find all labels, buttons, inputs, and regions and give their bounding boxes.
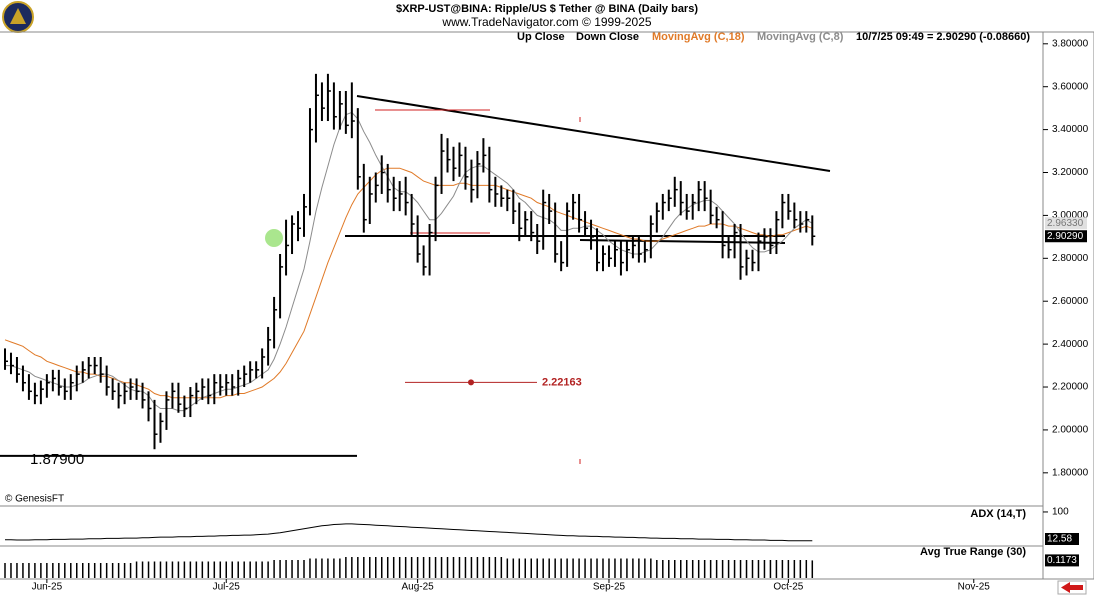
- adx-label: ADX (14,T): [970, 508, 1026, 520]
- indicator-last-label: 0.1173: [1047, 555, 1077, 566]
- close-last-label-box: [1045, 230, 1087, 243]
- indicator-last-box: [1045, 554, 1079, 567]
- annotation-dot: [468, 379, 474, 386]
- close-last-label: 2.90290: [1047, 231, 1084, 242]
- x-tick-label: Oct-25: [773, 582, 803, 593]
- indicator-line: [5, 523, 813, 542]
- logo: [2, 1, 34, 33]
- indicator-last-label: 12.58: [1047, 534, 1072, 545]
- x-tick-label: Jul-25: [213, 582, 241, 593]
- atr-label: Avg True Range (30): [920, 546, 1026, 558]
- y-tick-label: 3.20000: [1052, 167, 1089, 178]
- y-tick-label: 2.40000: [1052, 339, 1089, 350]
- y-tick-label: 2.00000: [1052, 425, 1089, 436]
- legend-ma18: MovingAvg (C,18): [652, 31, 745, 43]
- copyright: © GenesisFT: [5, 494, 64, 505]
- legend-ma8: MovingAvg (C,8): [757, 31, 844, 43]
- scroll-button[interactable]: [1057, 580, 1087, 595]
- y-tick-label: 3.40000: [1052, 124, 1089, 135]
- legend-down-close: Down Close: [576, 31, 639, 43]
- x-tick-label: Sep-25: [593, 582, 626, 593]
- status-readout: 10/7/25 09:49 = 2.90290 (-0.08660): [856, 31, 1030, 43]
- x-tick-label: Nov-25: [958, 582, 991, 593]
- chart-subtitle: www.TradeNavigator.com © 1999-2025: [441, 15, 651, 29]
- y-tick-label: 2.80000: [1052, 253, 1089, 264]
- x-tick-label: Jun-25: [32, 582, 63, 593]
- chart-title: $XRP-UST@BINA: Ripple/US $ Tether @ BINA…: [396, 3, 698, 15]
- moving-average: [4, 167, 813, 399]
- indicator-tick-label: 100: [1052, 507, 1069, 518]
- y-tick-label: 2.20000: [1052, 382, 1089, 393]
- x-tick-label: Aug-25: [401, 582, 434, 593]
- annotation-label: 2.22163: [542, 376, 582, 388]
- price-axis-area: [1042, 31, 1094, 580]
- y-tick-label: 3.60000: [1052, 81, 1089, 92]
- range-markers: [375, 109, 581, 464]
- y-tick-label: 1.80000: [1052, 467, 1089, 478]
- y-tick-label: 3.00000: [1052, 210, 1089, 221]
- ma-last-label: 2.96330: [1047, 218, 1084, 229]
- price-panel: 1.87900 2.22163: [0, 73, 816, 468]
- legend-up-close: Up Close: [517, 31, 565, 43]
- signal-marker: [265, 229, 283, 247]
- indicator-last-box: [1045, 533, 1079, 545]
- annotation-label: 1.87900: [30, 451, 84, 468]
- ma-last-label-box: [1045, 217, 1087, 230]
- y-tick-label: 2.60000: [1052, 296, 1089, 307]
- y-tick-label: 3.80000: [1052, 38, 1089, 49]
